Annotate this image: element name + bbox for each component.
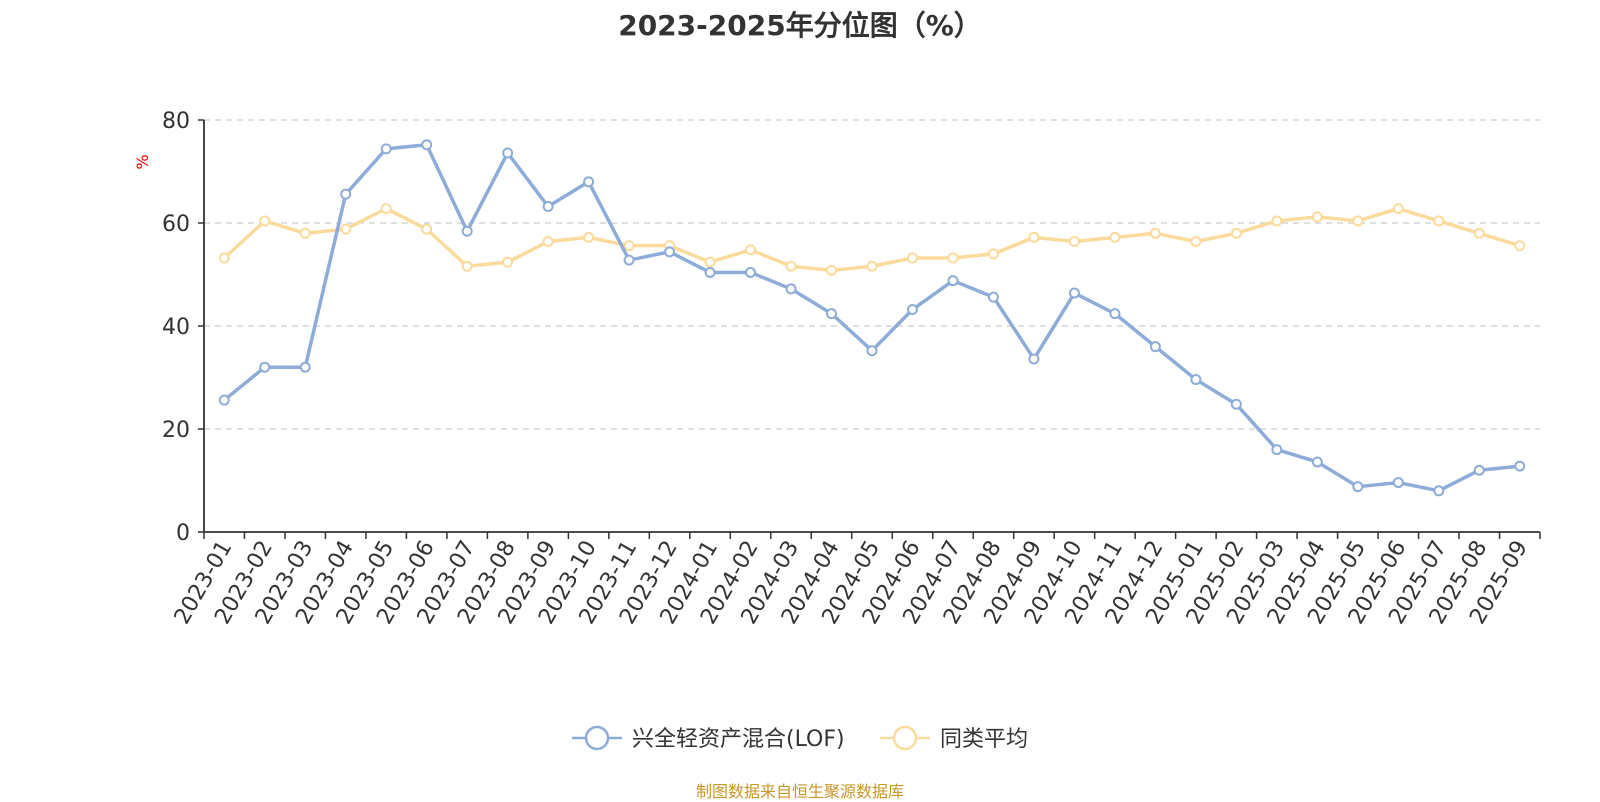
series-line-0: [223, 142, 1520, 493]
y-tick-label: 20: [162, 418, 190, 443]
data-point: [421, 223, 433, 235]
legend-label-0: 兴全轻资产混合(LOF): [632, 727, 845, 752]
axes: 020406080%2023-012023-022023-032023-0420…: [133, 109, 1541, 629]
data-point: [461, 225, 473, 237]
data-point: [947, 252, 959, 264]
data-point: [947, 275, 959, 287]
data-point: [502, 256, 514, 268]
data-point: [1514, 460, 1526, 472]
data-point: [906, 252, 918, 264]
data-point: [623, 240, 635, 252]
data-point: [1190, 236, 1202, 248]
legend-marker-0: [584, 725, 610, 751]
data-point: [380, 203, 392, 215]
data-point: [623, 254, 635, 266]
data-point: [340, 188, 352, 200]
data-point: [218, 394, 230, 406]
data-point: [866, 260, 878, 272]
data-point: [1311, 211, 1323, 223]
data-point: [461, 260, 473, 272]
data-point: [1473, 464, 1485, 476]
y-tick-label: 80: [162, 109, 190, 134]
legend: 兴全轻资产混合(LOF) 同类平均: [572, 725, 1028, 752]
data-point: [704, 266, 716, 278]
data-point: [502, 147, 514, 159]
y-tick-label: 60: [162, 212, 190, 237]
legend-label-1: 同类平均: [940, 727, 1028, 752]
series-layer: [218, 139, 1526, 497]
data-point: [259, 361, 271, 373]
data-point: [1392, 203, 1404, 215]
data-point: [866, 345, 878, 357]
data-point: [664, 246, 676, 258]
data-point: [1433, 215, 1445, 227]
data-point: [785, 283, 797, 295]
data-point: [1068, 236, 1080, 248]
data-point: [299, 227, 311, 239]
data-point: [1190, 374, 1202, 386]
data-point: [987, 248, 999, 260]
data-point: [1149, 227, 1161, 239]
data-point: [380, 143, 392, 155]
data-point: [1352, 215, 1364, 227]
data-point: [1433, 485, 1445, 497]
data-point: [583, 231, 595, 243]
data-point: [785, 260, 797, 272]
data-point: [1352, 481, 1364, 493]
data-point: [583, 176, 595, 188]
data-point: [1514, 240, 1526, 252]
data-point: [906, 304, 918, 316]
data-point: [1068, 287, 1080, 299]
data-point: [1028, 231, 1040, 243]
data-point: [1271, 215, 1283, 227]
data-point: [1271, 444, 1283, 456]
data-point: [1149, 341, 1161, 353]
data-point: [1473, 227, 1485, 239]
data-point: [1230, 227, 1242, 239]
data-point: [1109, 231, 1121, 243]
data-point: [1230, 398, 1242, 410]
data-point: [826, 308, 838, 320]
data-point: [745, 266, 757, 278]
data-point: [340, 223, 352, 235]
data-point: [421, 139, 433, 151]
y-tick-label: 0: [176, 521, 190, 546]
y-tick-label: 40: [162, 315, 190, 340]
y-axis-label: %: [133, 154, 152, 169]
data-point: [1311, 456, 1323, 468]
data-point: [745, 244, 757, 256]
chart-title: 2023-2025年分位图（%）: [618, 9, 982, 42]
gridlines: [204, 119, 1540, 430]
data-point: [987, 291, 999, 303]
legend-marker-1: [892, 725, 918, 751]
data-point: [542, 201, 554, 213]
data-point: [826, 264, 838, 276]
data-point: [259, 215, 271, 227]
data-point: [1109, 308, 1121, 320]
data-point: [218, 252, 230, 264]
data-point: [704, 256, 716, 268]
data-source-note: 制图数据来自恒生聚源数据库: [695, 782, 904, 801]
data-point: [1392, 477, 1404, 489]
data-point: [299, 361, 311, 373]
data-point: [542, 236, 554, 248]
data-point: [1028, 353, 1040, 365]
